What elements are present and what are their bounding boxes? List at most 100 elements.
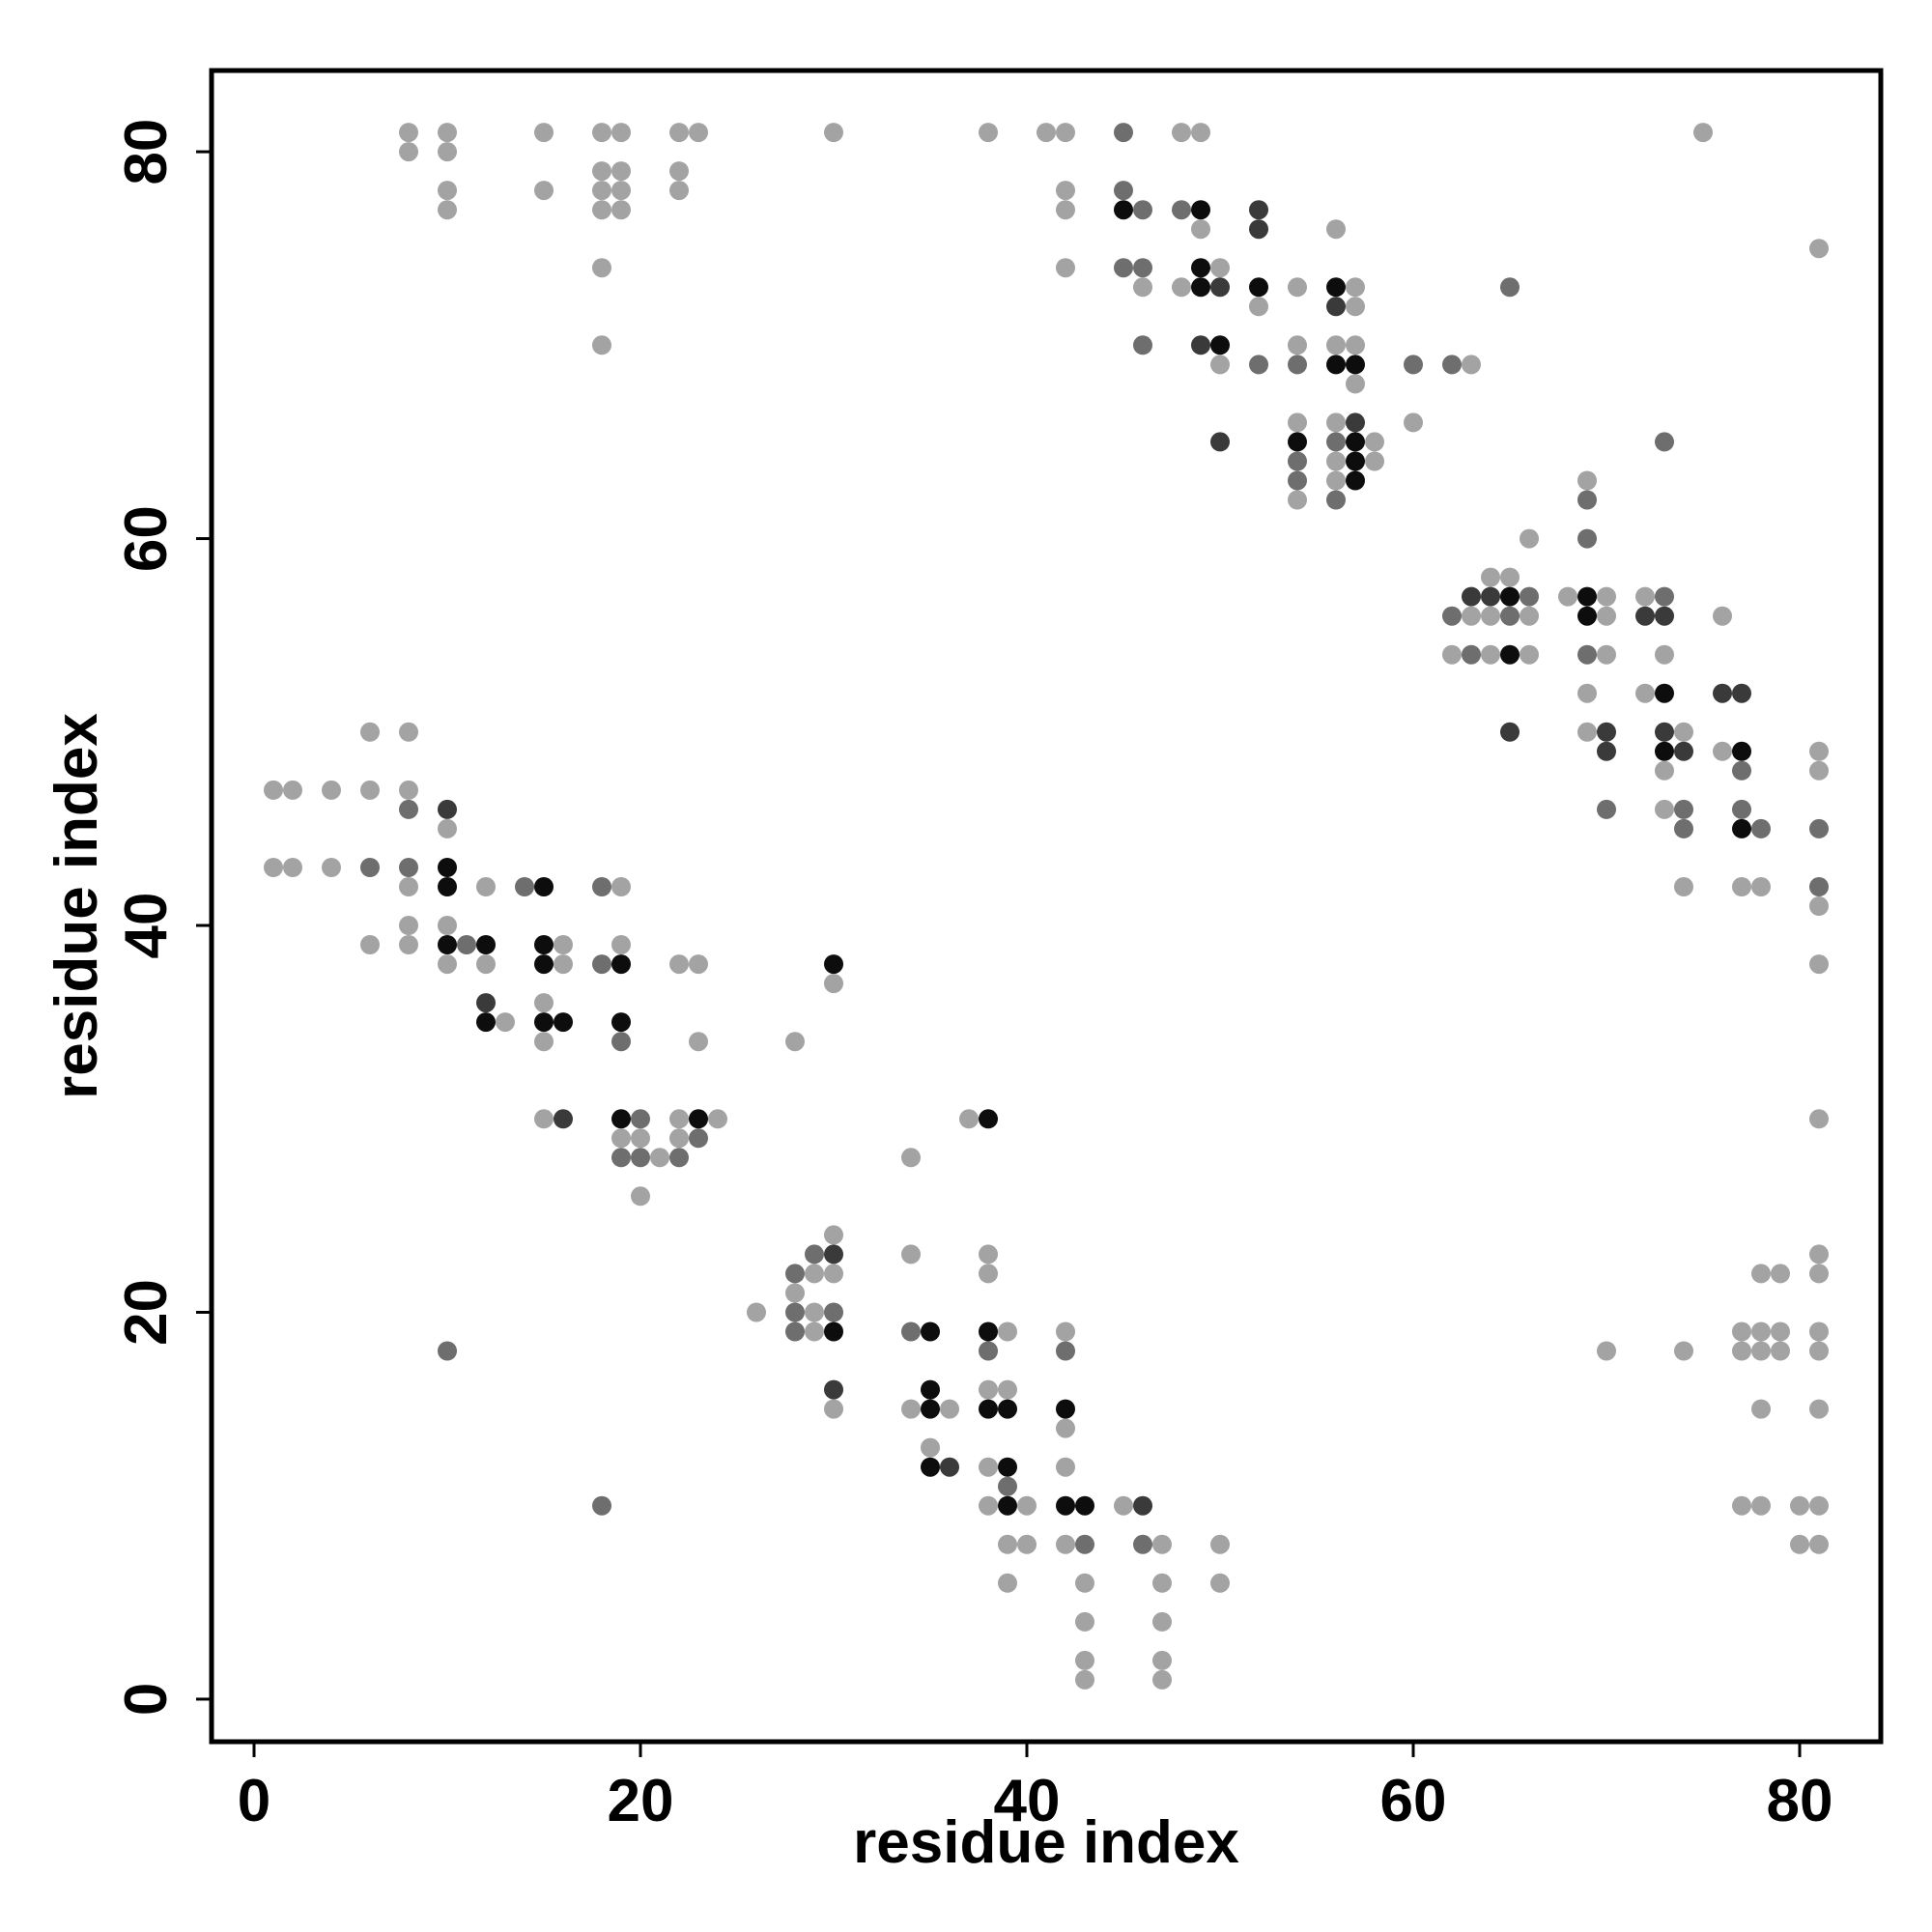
data-point <box>1249 355 1268 375</box>
data-point <box>1520 606 1539 626</box>
data-point <box>592 954 611 975</box>
data-point <box>1481 567 1500 587</box>
data-point <box>1152 1669 1172 1690</box>
y-tick-label: 20 <box>113 1279 180 1346</box>
data-point <box>940 1457 959 1477</box>
data-point <box>611 935 631 954</box>
data-point <box>1655 606 1674 626</box>
data-point <box>1732 877 1751 896</box>
data-point <box>1790 1534 1809 1554</box>
data-point <box>611 1148 631 1168</box>
data-point <box>1732 1321 1751 1342</box>
data-point <box>689 1128 708 1149</box>
data-point <box>1172 200 1191 220</box>
data-point <box>785 1283 805 1303</box>
data-point <box>998 1379 1017 1400</box>
data-point <box>1577 644 1597 665</box>
data-point <box>979 1379 998 1400</box>
data-point <box>901 1321 921 1342</box>
data-point <box>1577 528 1597 549</box>
data-point <box>1326 277 1346 298</box>
data-point <box>805 1302 824 1322</box>
data-point <box>1597 741 1616 761</box>
data-point <box>979 1341 998 1361</box>
data-point <box>515 877 534 896</box>
data-point <box>921 1399 940 1419</box>
data-point <box>1056 200 1075 220</box>
data-point <box>824 954 843 975</box>
data-point <box>438 799 457 819</box>
data-point <box>1577 683 1597 703</box>
data-point <box>611 1109 631 1129</box>
data-point <box>1655 432 1674 452</box>
data-point <box>1751 818 1771 838</box>
data-point <box>264 858 283 877</box>
data-point <box>650 1148 669 1168</box>
data-point <box>1635 683 1655 703</box>
x-tick-label: 20 <box>608 1768 674 1834</box>
data-point <box>1152 1650 1172 1670</box>
x-tick-label: 40 <box>994 1768 1061 1834</box>
data-point <box>1674 877 1693 896</box>
data-point <box>1809 760 1829 781</box>
data-point <box>1326 355 1346 375</box>
data-point <box>1133 1495 1152 1516</box>
data-point <box>1751 1321 1771 1342</box>
data-point <box>360 722 380 742</box>
data-point <box>1114 258 1133 278</box>
data-point <box>476 935 496 954</box>
data-point <box>360 858 380 877</box>
data-point <box>631 1128 650 1149</box>
data-point <box>1288 470 1307 491</box>
data-point <box>457 935 476 954</box>
data-point <box>1056 1418 1075 1438</box>
data-point <box>1365 451 1384 471</box>
data-point <box>1346 297 1365 317</box>
data-point <box>534 993 554 1013</box>
data-point <box>1771 1321 1790 1342</box>
data-point <box>998 1573 1017 1593</box>
data-point <box>399 935 418 954</box>
data-point <box>824 1379 843 1400</box>
data-point <box>824 1302 843 1322</box>
data-point <box>534 1109 554 1129</box>
data-point <box>1481 644 1500 665</box>
data-point <box>1114 1495 1133 1516</box>
data-point <box>1732 683 1751 703</box>
data-point <box>1809 877 1829 896</box>
data-point <box>1558 586 1577 607</box>
data-point <box>1152 1573 1172 1593</box>
data-point <box>1288 432 1307 452</box>
data-point <box>1655 799 1674 819</box>
data-point <box>611 1012 631 1033</box>
data-point <box>1751 1341 1771 1361</box>
data-point <box>1191 335 1210 355</box>
data-point <box>438 181 457 201</box>
data-point <box>1597 586 1616 607</box>
data-point <box>611 200 631 220</box>
data-point <box>1172 277 1191 298</box>
plot-frame <box>209 68 1884 1745</box>
data-point <box>631 1148 650 1168</box>
data-point <box>1326 490 1346 510</box>
data-point <box>360 935 380 954</box>
x-tick-label: 0 <box>238 1768 270 1834</box>
data-point <box>554 954 573 975</box>
data-point <box>1114 123 1133 143</box>
data-point <box>1326 219 1346 240</box>
data-point <box>1462 586 1481 607</box>
data-point <box>1655 741 1674 761</box>
data-point <box>1133 200 1152 220</box>
data-point <box>1751 1495 1771 1516</box>
data-point <box>979 1109 998 1129</box>
data-point <box>805 1321 824 1342</box>
data-point <box>824 1399 843 1419</box>
data-point <box>1075 1495 1094 1516</box>
data-point <box>1809 1341 1829 1361</box>
data-point <box>1056 1321 1075 1342</box>
data-point <box>1056 1399 1075 1419</box>
data-point <box>1249 277 1268 298</box>
data-points <box>264 123 1829 1690</box>
data-point <box>438 123 457 143</box>
data-point <box>1674 1341 1693 1361</box>
